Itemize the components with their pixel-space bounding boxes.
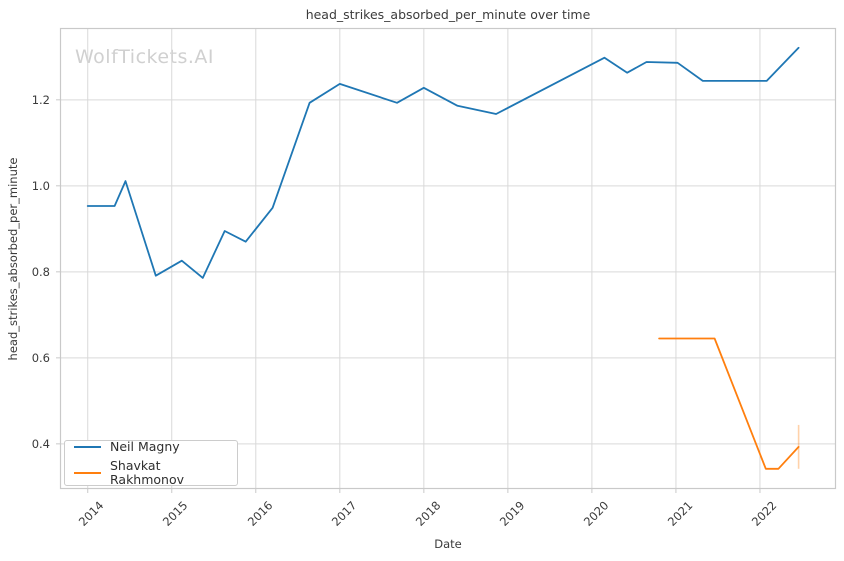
legend-swatch-shavkat-rakhmonov [74,471,101,474]
y-tick-label-0.6: 0.6 [31,350,50,365]
x-tick-label-2016: 2016 [244,498,275,529]
x-tick-label-2019: 2019 [496,498,528,529]
x-tick-label-2022: 2022 [748,498,780,529]
y-axis-label: head_strikes_absorbed_per_minute [6,157,20,361]
legend-label-neil-magny: Neil Magny [110,438,180,454]
y-tick-label-1.2: 1.2 [31,92,50,107]
y-tick-label-1.0: 1.0 [31,178,50,193]
series-line-1 [658,337,800,470]
x-tick-label-2014: 2014 [76,498,107,529]
x-tick-label-2015: 2015 [160,498,191,529]
legend-swatch-neil-magny [74,445,101,448]
x-tick-label-2020: 2020 [580,498,612,529]
chart-plot [56,27,837,493]
series-line-0 [86,46,800,279]
x-tick-label-2017: 2017 [328,498,360,529]
y-tick-label-0.4: 0.4 [31,436,50,451]
plot-border [59,27,837,490]
x-tick-label-2018: 2018 [412,498,444,529]
legend-item-neil-magny: Neil Magny [65,438,237,454]
legend-label-shavkat-rakhmonov: Shavkat Rakhmonov [110,457,185,487]
x-axis-label: Date [434,537,462,551]
plot-area: 2014 2015 2016 2017 2018 2019 2020 2021 2022 0.4 0… [32,27,837,529]
chart-title: head_strikes_absorbed_per_minute over ti… [305,7,591,22]
legend: Neil Magny Shavkat Rakhmonov [64,438,238,487]
x-tick-label-2021: 2021 [664,498,696,529]
watermark: WolfTickets.AI [75,46,215,68]
y-tick-label-0.8: 0.8 [31,264,50,279]
legend-item-shavkat-rakhmonov: Shavkat Rakhmonov [65,457,237,487]
